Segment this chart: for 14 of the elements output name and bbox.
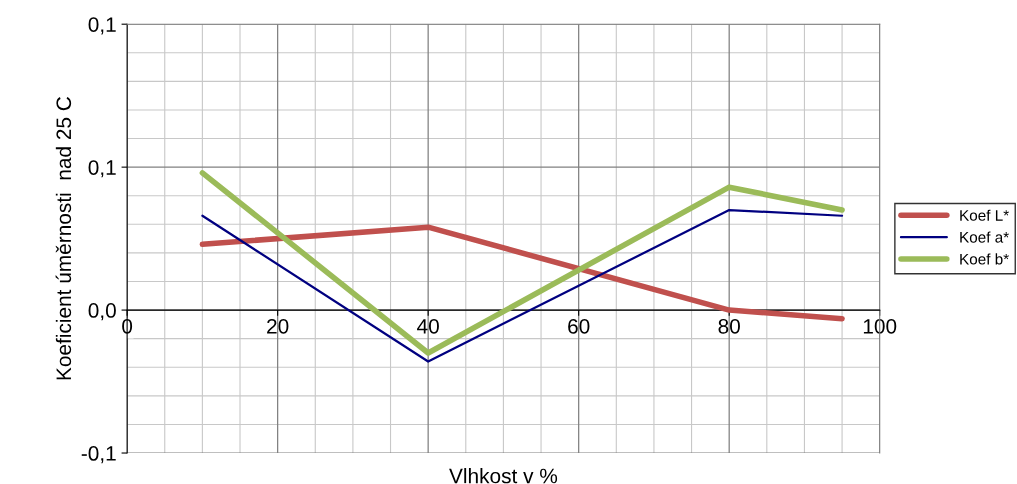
y-tick-label: 0,1: [88, 160, 116, 178]
y-axis-title: Koeficient úměrnosti nad 25 C: [55, 96, 72, 380]
legend-label: Koef L*: [960, 209, 1009, 221]
x-tick-label: 40: [417, 318, 439, 334]
y-tick-label: 0,1: [88, 17, 116, 35]
x-tick-label: 100: [863, 318, 897, 334]
x-tick-label: 20: [267, 318, 289, 334]
x-axis-title: Vlhkost v %: [449, 468, 558, 484]
legend-label: Koef b*: [960, 253, 1009, 265]
x-tick-label: 60: [568, 318, 590, 334]
y-tick-label: -0,1: [81, 446, 116, 464]
y-tick-label: 0,0: [88, 303, 116, 321]
legend-label: Koef a*: [960, 231, 1009, 243]
x-tick-label: 80: [718, 318, 740, 334]
